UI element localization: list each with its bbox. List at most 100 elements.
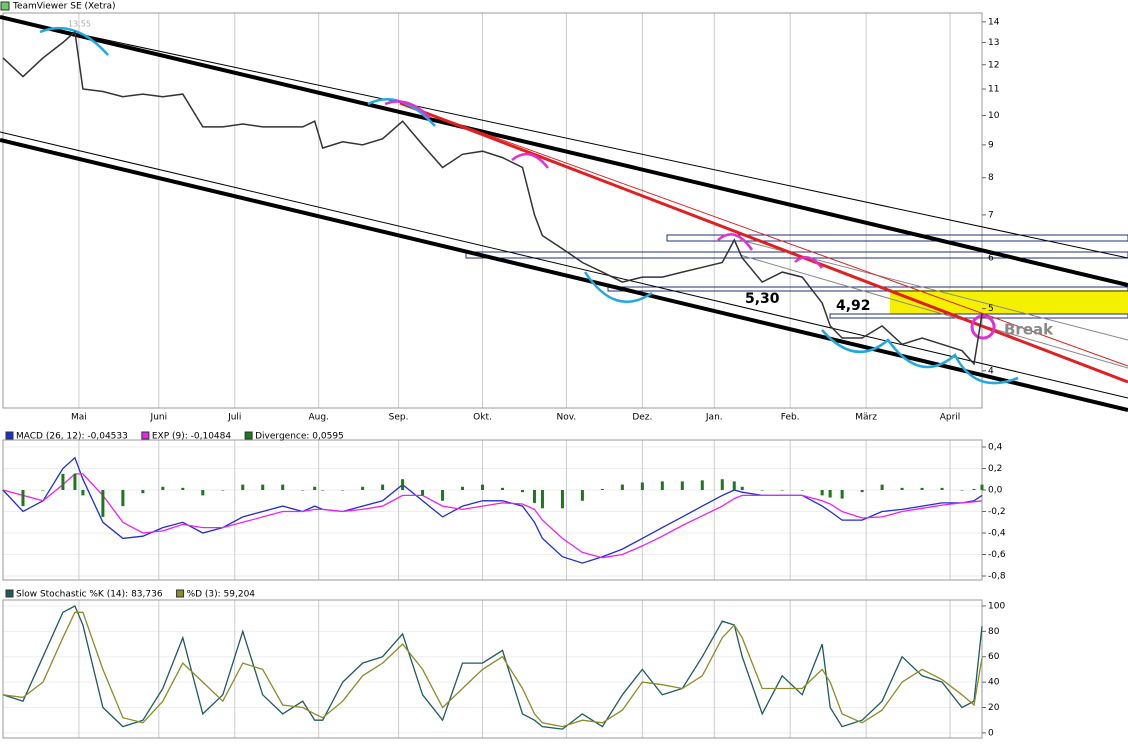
grid xyxy=(3,13,982,738)
divergence-bar xyxy=(61,473,65,490)
break-circle xyxy=(970,314,996,340)
divergence-bar xyxy=(860,490,864,493)
divergence-bar xyxy=(101,490,105,517)
divergence-bar xyxy=(261,484,265,490)
divergence-bar xyxy=(241,484,245,490)
divergence-bar xyxy=(980,484,984,490)
divergence-bar xyxy=(732,481,736,490)
channel-upper xyxy=(0,15,1128,287)
chart-title: TeamViewer SE (Xetra) xyxy=(12,2,116,12)
zone xyxy=(890,290,1128,314)
y-tick-label: 7 xyxy=(988,210,994,220)
divergence-bar xyxy=(520,490,524,493)
x-tick-label: Mai xyxy=(71,413,87,423)
stoch-frame xyxy=(2,599,983,739)
series-line xyxy=(2,605,983,730)
legend-label: EXP (9): -0,10484 xyxy=(152,432,232,442)
divergence-bar xyxy=(21,490,25,507)
x-tick-label: Aug. xyxy=(308,413,328,423)
divergence-bar xyxy=(780,490,784,491)
y-tick-label: 11 xyxy=(988,84,999,94)
legend-label: MACD (26, 12): -0,04533 xyxy=(16,432,128,442)
legend-marker xyxy=(244,431,253,440)
divergence-bar xyxy=(361,486,365,490)
legend-label: %D (3): 59,204 xyxy=(187,590,256,600)
x-tick-label: Juni xyxy=(150,413,168,423)
legend-marker xyxy=(176,589,185,598)
resistance-box xyxy=(465,251,1128,259)
y-tick-label: 6 xyxy=(988,253,994,263)
y-tick-label: 10 xyxy=(988,111,1000,121)
resistance-box xyxy=(666,234,1128,242)
legend-marker xyxy=(5,431,14,440)
divergence-bar xyxy=(121,490,125,507)
y-tick-label: 0 xyxy=(988,728,994,738)
y-tick-label: -0,8 xyxy=(988,572,1006,582)
divergence-bar xyxy=(920,487,924,490)
divergence-bar xyxy=(1,490,5,491)
swing-arc xyxy=(583,271,653,303)
x-tick-label: Jan. xyxy=(705,413,723,423)
y-tick-label: -0,6 xyxy=(988,550,1006,560)
divergence-bar xyxy=(500,487,504,490)
y-tick-label: 0,0 xyxy=(988,486,1003,496)
divergence-bar xyxy=(700,480,704,490)
series-line xyxy=(2,473,983,559)
divergence-bar xyxy=(161,486,165,490)
top-arc xyxy=(384,100,431,119)
title-marker xyxy=(0,1,10,11)
divergence-bar xyxy=(940,487,944,490)
top-arc xyxy=(794,255,823,269)
red-trend xyxy=(399,101,1128,384)
divergence-bar xyxy=(720,479,724,490)
top-arc xyxy=(717,233,754,251)
divergence-bar xyxy=(640,482,644,490)
y-tick-label: 100 xyxy=(988,601,1005,611)
divergence-bar xyxy=(820,490,824,496)
red-trend-thin xyxy=(399,102,1128,367)
price-frame xyxy=(2,12,983,409)
divergence-bar xyxy=(321,490,325,491)
divergence-bar xyxy=(421,490,425,496)
x-tick-label: März xyxy=(855,413,877,423)
divergence-bar xyxy=(740,486,744,490)
divergence-bar xyxy=(880,484,884,490)
x-tick-label: Nov. xyxy=(557,413,577,423)
y-tick-label: -0,2 xyxy=(988,507,1006,517)
y-tick-label: 0,2 xyxy=(988,464,1002,474)
y-tick-label: 12 xyxy=(988,60,999,70)
divergence-bar xyxy=(441,490,445,501)
divergence-bar xyxy=(41,490,45,491)
series-line xyxy=(2,611,983,728)
x-tick-label: Juli xyxy=(227,413,241,423)
trend-line xyxy=(739,254,1128,369)
divergence-bar xyxy=(481,484,485,490)
y-tick-label: 14 xyxy=(988,17,1000,27)
divergence-bar xyxy=(341,490,345,491)
x-tick-label: Feb. xyxy=(781,413,800,423)
y-tick-label: -0,4 xyxy=(988,529,1006,539)
y-tick-label: 13 xyxy=(988,38,999,48)
y-tick-label: 20 xyxy=(988,703,1000,713)
annotation: 13,55 xyxy=(68,20,91,29)
divergence-bar xyxy=(141,490,145,494)
divergence-bar xyxy=(900,487,904,490)
divergence-bar xyxy=(580,490,584,501)
y-tick-label: 0,4 xyxy=(988,442,1003,452)
divergence-bar xyxy=(401,479,405,490)
divergence-bar xyxy=(181,487,185,490)
swing-arc xyxy=(39,26,109,56)
top-arc xyxy=(511,152,549,169)
divergence-bar xyxy=(81,490,85,496)
y-tick-label: 4 xyxy=(988,366,994,376)
x-tick-label: Sep. xyxy=(389,413,409,423)
divergence-bar xyxy=(73,473,77,490)
divergence-bar xyxy=(620,484,624,490)
divergence-bar xyxy=(221,490,225,491)
price-line xyxy=(2,30,983,366)
channel-lower xyxy=(0,138,1128,412)
swing-arc xyxy=(821,329,1019,385)
series-line xyxy=(2,456,983,564)
channel-line xyxy=(0,131,1128,399)
